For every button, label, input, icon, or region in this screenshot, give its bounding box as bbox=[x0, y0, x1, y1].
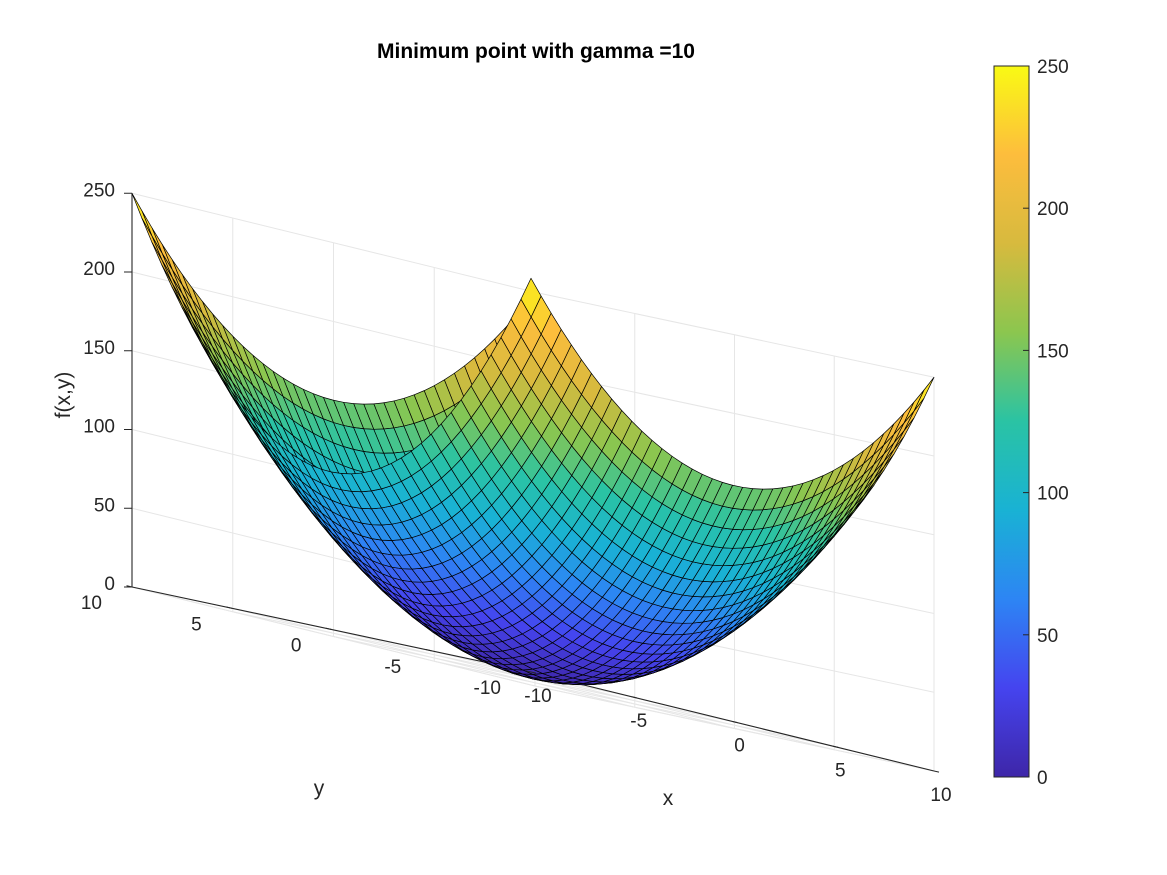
x-tick-label: 10 bbox=[930, 785, 951, 806]
x-tick-label: 0 bbox=[734, 736, 745, 757]
z-tick-label: 0 bbox=[104, 574, 115, 595]
y-tick-mark bbox=[425, 648, 432, 652]
colorbar-tick-label: 250 bbox=[1037, 57, 1069, 78]
colorbar-tick-label: 50 bbox=[1037, 626, 1058, 647]
chart-title: Minimum point with gamma =10 bbox=[377, 40, 695, 63]
surface-plot bbox=[131, 192, 935, 686]
grid-line-y-floor bbox=[231, 607, 635, 708]
y-tick-label: -10 bbox=[474, 678, 501, 699]
grid-line-y-floor bbox=[131, 586, 536, 687]
colorbar-tick-label: 0 bbox=[1037, 768, 1048, 789]
x-tick-mark bbox=[732, 721, 738, 724]
y-tick-mark bbox=[325, 627, 332, 630]
y-tick-label: -5 bbox=[384, 657, 401, 678]
y-tick-mark bbox=[226, 606, 232, 609]
x-tick-mark bbox=[933, 770, 940, 773]
colorbar-tick-label: 200 bbox=[1037, 199, 1069, 220]
x-tick-mark bbox=[833, 745, 839, 748]
y-tick-label: 0 bbox=[291, 636, 302, 657]
surface-patch bbox=[913, 376, 935, 412]
x-tick-label: 5 bbox=[835, 760, 846, 781]
z-axis-label: f(x,y) bbox=[52, 372, 75, 419]
surface-patch bbox=[520, 277, 542, 318]
surface-patch bbox=[141, 210, 163, 254]
x-tick-mark bbox=[530, 671, 537, 674]
x-axis-label: x bbox=[663, 787, 674, 810]
colorbar-fill bbox=[993, 65, 1030, 778]
z-tick-label: 200 bbox=[83, 259, 115, 280]
z-tick-label: 250 bbox=[83, 180, 115, 201]
y-axis-label: y bbox=[314, 777, 325, 800]
x-tick-label: -5 bbox=[630, 711, 647, 732]
colorbar-ticks: 0 50 100 150 200 250 bbox=[1023, 57, 1069, 789]
colorbar: 0 50 100 150 200 250 bbox=[993, 57, 1069, 789]
y-tick-label: 10 bbox=[81, 593, 102, 614]
surface-patch bbox=[131, 192, 153, 237]
colorbar-tick-label: 150 bbox=[1037, 341, 1069, 362]
z-tick-label: 150 bbox=[83, 338, 115, 359]
colorbar-tick-label: 100 bbox=[1037, 484, 1069, 505]
x-tick-mark bbox=[631, 696, 637, 699]
y-tick-label: 5 bbox=[191, 614, 202, 635]
z-tick-label: 100 bbox=[83, 417, 115, 438]
y-tick-mark bbox=[525, 670, 532, 673]
x-tick-label: -10 bbox=[524, 686, 551, 707]
z-tick-label: 50 bbox=[94, 495, 115, 516]
